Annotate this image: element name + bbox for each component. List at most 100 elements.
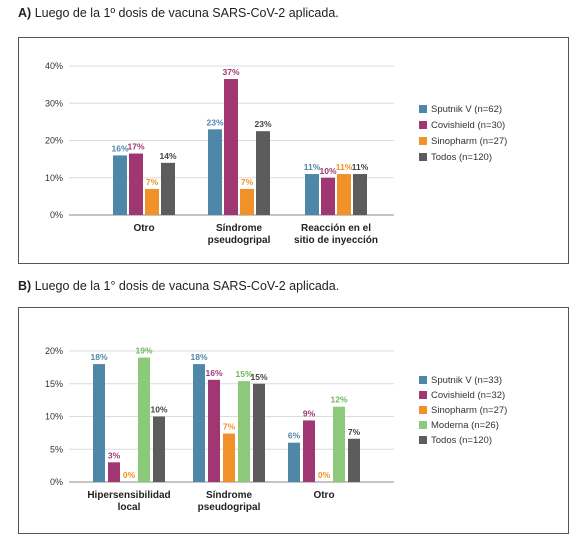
- panel-a-letter: A): [18, 6, 32, 20]
- panel-a-chart: 0% 10% 20% 30% 40% 16%17% 7% 14% Otro 23% 37% 7% 23%…: [45, 61, 507, 246]
- panel-b-legend-label: Sinopharm (n=27): [431, 405, 507, 416]
- panel-b-bar: [193, 364, 205, 482]
- panel-b-legend-label: Moderna (n=26): [431, 420, 499, 431]
- panel-b-data-label: 9%: [303, 408, 316, 418]
- panel-a-y-tick-label: 0%: [50, 210, 63, 220]
- panel-a-category-label: sitio de inyección: [294, 235, 378, 246]
- panel-b-bar: [93, 364, 105, 482]
- panel-b-bar: [238, 381, 250, 482]
- panel-a-data-label: 23%: [206, 117, 223, 127]
- panel-b-data-label: 16%: [205, 368, 222, 378]
- panel-a-y-tick-label: 10%: [45, 173, 63, 183]
- panel-b-chart-frame: 0% 5% 10% 15% 20% 18% 3% 0% 19% 10% Hipersensibili…: [18, 307, 569, 534]
- panel-b-y-tick-label: 15%: [45, 379, 63, 389]
- panel-b-category-label: local: [118, 502, 141, 513]
- panel-a-data-label: 11%: [336, 162, 353, 172]
- panel-a-bar: [321, 177, 335, 215]
- panel-b-legend-label: Todos (n=120): [431, 435, 492, 446]
- panel-b-title: Luego de la 1° dosis de vacuna SARS-CoV-…: [34, 279, 340, 293]
- panel-b-bar: [153, 416, 165, 482]
- panel-b-bar: [108, 462, 120, 482]
- panel-a-legend-swatch: [419, 105, 427, 113]
- panel-b-bar: [348, 438, 360, 482]
- panel-a-data-label: 11%: [352, 162, 369, 172]
- panel-a-data-label: 23%: [254, 119, 271, 129]
- panel-a-data-label: 37%: [222, 67, 239, 77]
- panel-b-data-label: 10%: [150, 405, 167, 415]
- panel-a-bar: [145, 188, 159, 215]
- panel-a-bar: [113, 155, 127, 215]
- panel-b-data-label: 3%: [108, 450, 121, 460]
- panel-b-bar: [223, 433, 235, 482]
- panel-b-data-label: 15%: [235, 369, 252, 379]
- panel-a-chart-frame: 0% 10% 20% 30% 40% 16% 17% 7% 14% Otro 23% 37% 7% 23%…: [18, 37, 569, 264]
- panel-a-bar: [224, 79, 238, 215]
- panel-b-bar: [303, 420, 315, 482]
- panel-b-bar: [288, 442, 300, 482]
- panel-b-data-label: 12%: [330, 395, 347, 405]
- panel-a-bar: [161, 162, 175, 215]
- panel-a-data-label: 7%: [146, 177, 159, 187]
- panel-a-bar: [256, 131, 270, 215]
- panel-b-y-tick-label: 10%: [45, 412, 63, 422]
- panel-a-legend-swatch: [419, 153, 427, 161]
- panel-a-data-label: 14%: [159, 151, 176, 161]
- panel-b-data-label: 18%: [90, 352, 107, 362]
- panel-a-category-label: Otro: [133, 223, 154, 234]
- panel-a-data-label: 11%: [304, 162, 321, 172]
- panel-a-bar: [240, 188, 254, 215]
- panel-a-y-tick-label: 30%: [45, 98, 63, 108]
- panel-b-data-label: 7%: [348, 427, 361, 437]
- panel-b-legend-swatch: [419, 406, 427, 414]
- panel-b-legend-swatch: [419, 436, 427, 444]
- panel-a-legend-label: Sinopharm (n=27): [431, 136, 507, 147]
- panel-b-legend-swatch: [419, 376, 427, 384]
- panel-b-heading: B) Luego de la 1° dosis de vacuna SARS-C…: [18, 279, 339, 293]
- panel-b-bar: [333, 406, 345, 482]
- panel-a-category-label: pseudogripal: [208, 235, 271, 246]
- panel-a-heading: A) Luego de la 1º dosis de vacuna SARS-C…: [18, 6, 339, 20]
- panel-b-bar: [138, 357, 150, 482]
- panel-a-bar: [208, 129, 222, 215]
- panel-b-data-label: 15%: [250, 372, 267, 382]
- panel-a-legend-label: Covishield (n=30): [431, 120, 505, 131]
- panel-a-y-tick-label: 20%: [45, 136, 63, 146]
- panel-b-y-tick-label: 0%: [50, 477, 63, 487]
- panel-a-data-label: 16%: [111, 143, 128, 153]
- panel-a-legend-label: Sputnik V (n=62): [431, 104, 502, 115]
- panel-a-legend-label: Todos (n=120): [431, 152, 492, 163]
- panel-b-y-tick-label: 20%: [45, 346, 63, 356]
- panel-b-bar: [208, 379, 220, 482]
- panel-a-bar: [353, 174, 367, 215]
- panel-a-data-label: 10%: [319, 166, 336, 176]
- panel-b-category-label: pseudogripal: [198, 502, 261, 513]
- panel-b-category-label: Hipersensibilidad: [87, 490, 170, 501]
- panel-b-data-label: 6%: [288, 431, 301, 441]
- panel-b-legend-swatch: [419, 391, 427, 399]
- panel-a-data-label: 17%: [127, 142, 144, 152]
- panel-a-title: Luego de la 1º dosis de vacuna SARS-CoV-…: [34, 6, 339, 20]
- panel-b-letter: B): [18, 279, 32, 293]
- panel-b-data-label: 0%: [123, 470, 136, 480]
- panel-a-category-label: Síndrome: [216, 223, 263, 234]
- panel-b-category-label: Síndrome: [206, 490, 253, 501]
- panel-a-bar: [305, 174, 319, 215]
- panel-b-legend-label: Sputnik V (n=33): [431, 375, 502, 386]
- panel-b-data-label: 19%: [135, 346, 152, 356]
- panel-a-y-tick-label: 40%: [45, 61, 63, 71]
- panel-b-bar: [253, 383, 265, 482]
- panel-a-data-label: 7%: [241, 177, 254, 187]
- panel-b-data-label: 7%: [223, 422, 236, 432]
- panel-b-chart: 0%5%10%15%20%18%3%0%19%10%Hipersensibili…: [45, 346, 507, 513]
- panel-b-y-tick-label: 5%: [50, 444, 63, 454]
- panel-b-legend-swatch: [419, 421, 427, 429]
- panel-a-bar: [337, 174, 351, 215]
- panel-b-category-label: Otro: [313, 490, 334, 501]
- panel-a-category-label: Reacción en el: [301, 223, 371, 234]
- panel-b-data-label: 18%: [190, 352, 207, 362]
- panel-a-legend-swatch: [419, 137, 427, 145]
- panel-b-data-label: 0%: [318, 470, 331, 480]
- panel-a-bar: [129, 153, 143, 215]
- panel-b-legend-label: Covishield (n=32): [431, 390, 505, 401]
- panel-a-legend-swatch: [419, 121, 427, 129]
